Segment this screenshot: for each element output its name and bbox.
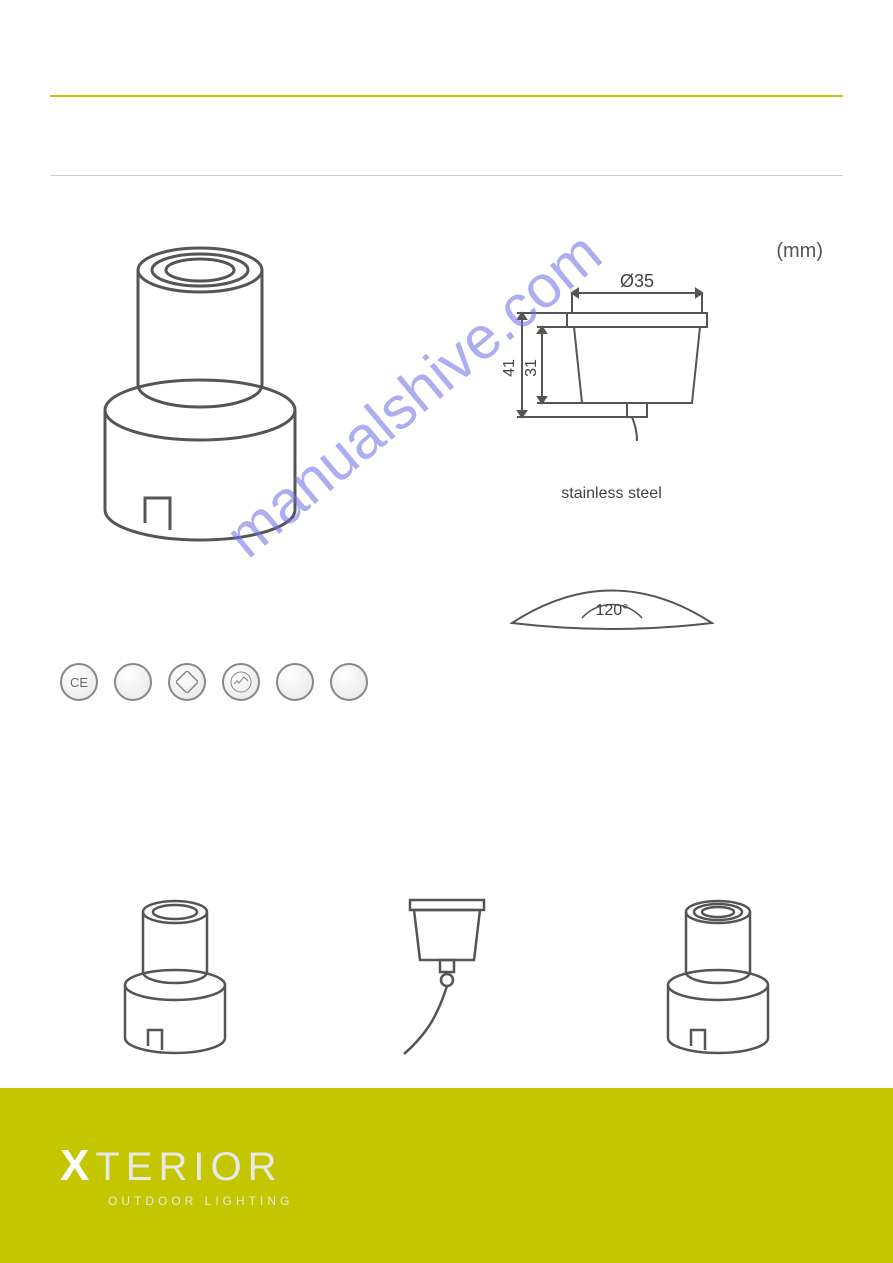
accent-rule	[50, 95, 843, 97]
h41-text: 41	[501, 359, 518, 377]
cert-icon-2	[114, 663, 152, 701]
brand-rest: TERIOR	[95, 1145, 282, 1189]
page: (mm)	[0, 0, 893, 1263]
product-iso-drawing	[50, 230, 350, 550]
rohs-icon	[222, 663, 260, 701]
brand-logo: XTERIOR OUTDOOR LIGHTING	[60, 1144, 293, 1208]
main-content: (mm)	[50, 230, 843, 701]
cert-icons-row: CE	[60, 663, 843, 701]
brand-name: XTERIOR	[60, 1144, 293, 1188]
material-label: stainless steel	[561, 485, 662, 503]
bottom-drawings-row	[100, 890, 793, 1070]
ce-label: CE	[70, 675, 88, 690]
cert-icon-6	[330, 663, 368, 701]
beam-angle-drawing: 120°	[502, 563, 722, 643]
class3-icon	[168, 663, 206, 701]
small-side-view	[382, 890, 512, 1070]
ce-icon: CE	[60, 663, 98, 701]
dimension-drawing: Ø35 41 31	[482, 273, 742, 463]
unit-label: (mm)	[776, 240, 823, 263]
brand-x: X	[60, 1141, 95, 1190]
small-iso-1	[100, 890, 250, 1060]
diameter-text: Ø35	[619, 273, 653, 291]
cert-icon-5	[276, 663, 314, 701]
small-iso-2	[643, 890, 793, 1060]
brand-tagline: OUTDOOR LIGHTING	[108, 1194, 293, 1208]
h31-text: 31	[523, 359, 540, 377]
beam-text: 120°	[595, 602, 628, 619]
footer: XTERIOR OUTDOOR LIGHTING	[0, 1088, 893, 1263]
dimensions-column: (mm)	[380, 230, 843, 643]
divider-rule	[50, 175, 843, 176]
drawings-row: (mm)	[50, 230, 843, 643]
